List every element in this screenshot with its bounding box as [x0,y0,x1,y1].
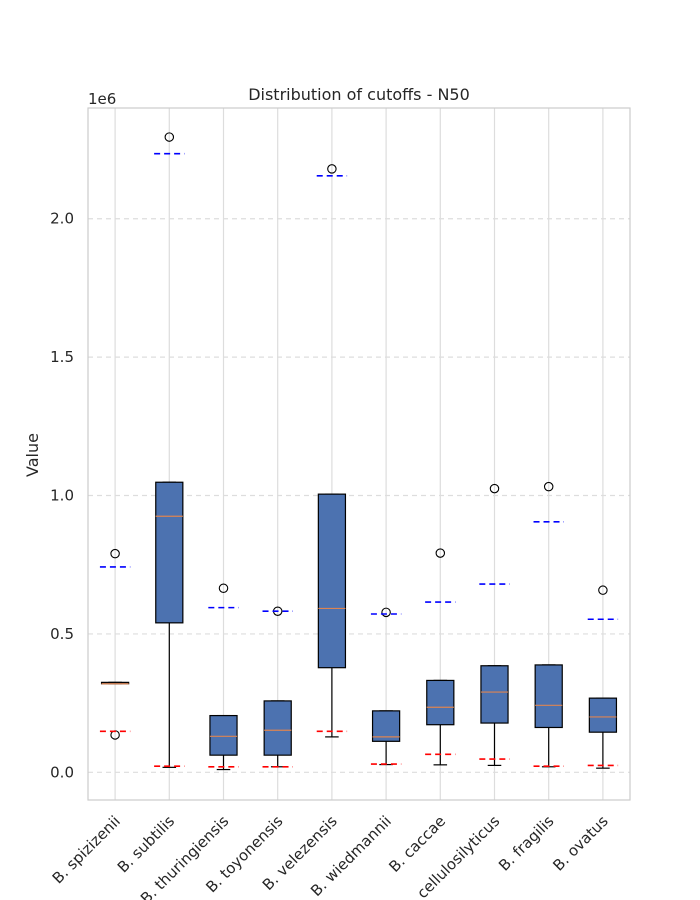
y-axis-label: Value [23,433,42,477]
box-group [208,583,239,771]
box-group [587,585,619,769]
box-group [316,164,348,738]
outlier-point [218,583,229,593]
y-tick-label: 2.0 [50,210,74,228]
box-group [425,548,456,766]
box-group [262,606,293,768]
box [426,679,455,726]
x-tick-label: B. fragilis [495,812,558,875]
grid-lines [88,108,630,800]
chart-title: Distribution of cutoffs - N50 [248,85,470,104]
box-group [533,481,564,768]
box-group [370,607,402,766]
y-ticks: 0.0 0.5 1.0 1.5 2.0 [50,210,74,782]
y-tick-label: 0.5 [50,625,74,643]
box [534,664,563,729]
y-tick-label: 1.5 [50,348,74,366]
x-tick-label: B. ovatus [549,812,612,875]
plot-frame [87,107,631,801]
y-axis-offset-label: 1e6 [88,90,116,108]
box [317,493,347,669]
y-tick-label: 1.0 [50,487,74,505]
box-group [154,132,185,768]
outlier-point [381,607,391,618]
box [263,700,292,756]
outlier-point [435,548,446,558]
box [371,710,401,742]
box [209,714,238,756]
x-tick-label: B. spizizenii [49,812,124,887]
y-tick-label: 0.0 [50,763,74,781]
box [155,481,184,624]
outlier-point [489,483,500,494]
box [588,697,618,733]
outlier-point [543,481,554,492]
box-group [479,483,510,767]
outlier-point [164,132,175,142]
outlier-point [327,164,337,174]
outlier-point [598,585,608,595]
box [480,665,509,724]
boxes [99,132,619,771]
outlier-point [110,548,120,559]
box-group [99,548,131,740]
